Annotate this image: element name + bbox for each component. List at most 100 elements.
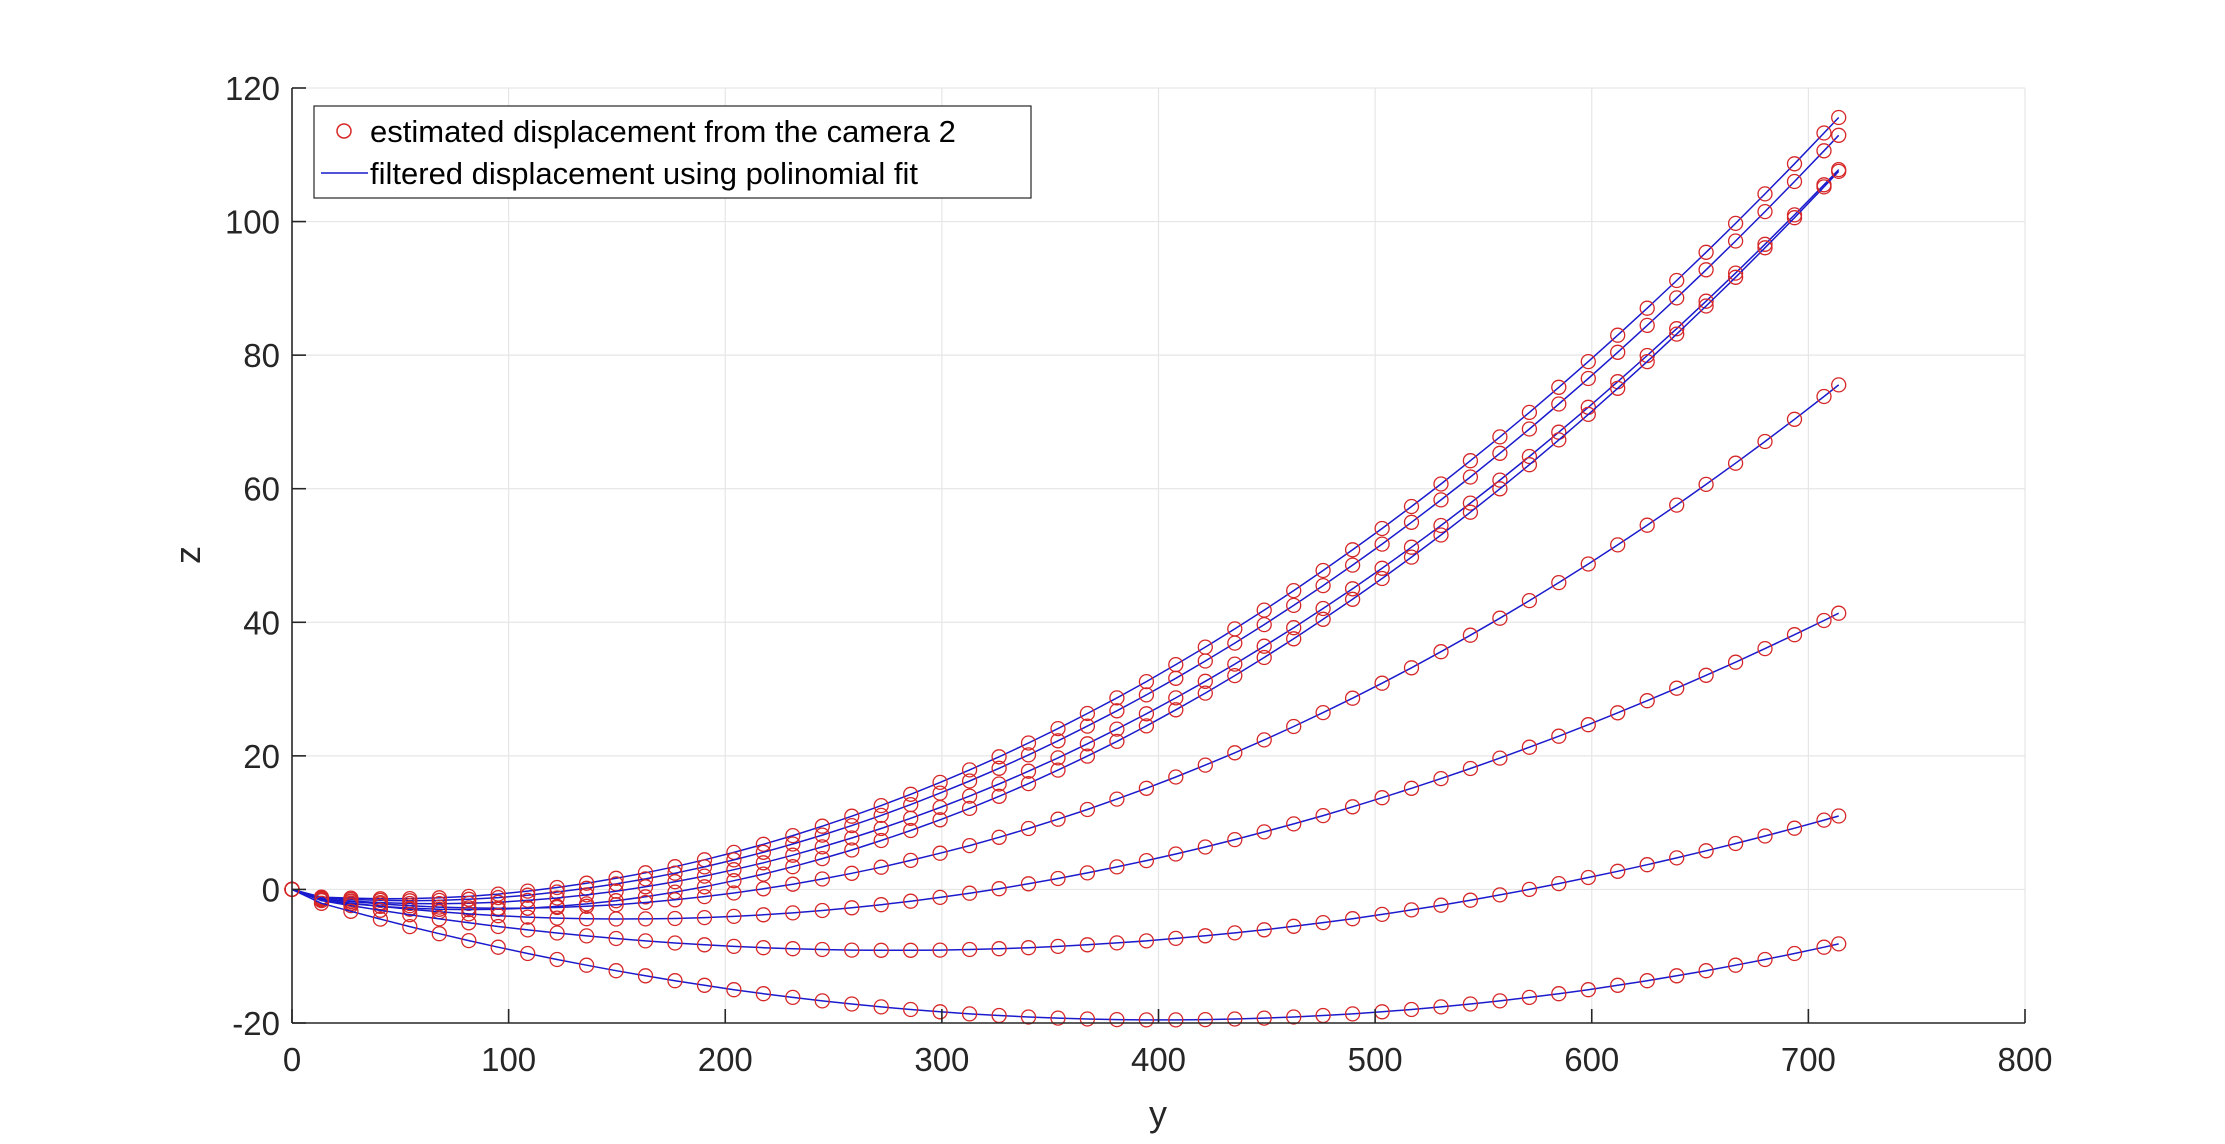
data-point [637,889,654,905]
data-point [1197,653,1213,669]
fit-line [291,815,1839,952]
data-point [1639,353,1655,370]
data-point [520,887,536,903]
data-point [1403,514,1420,530]
data-point [1286,597,1302,614]
data-point [1138,673,1155,690]
data-point [844,830,860,846]
data-point [961,762,978,778]
fit-line [291,888,1839,1021]
data-point [1639,693,1655,709]
data-point [461,900,477,916]
series-layer [284,109,1847,1028]
data-point [431,896,447,912]
data-point [1168,1012,1184,1028]
fit-line [291,384,1840,910]
data-point [1669,968,1685,984]
data-point [814,839,830,855]
data-point [1433,897,1449,913]
data-point [1639,517,1655,533]
data-point [1403,660,1420,676]
data-point [1227,667,1243,684]
data-point [1050,870,1066,887]
data-point [1492,429,1508,445]
data-point [1816,179,1832,195]
data-point [1168,670,1184,686]
data-point [637,968,654,984]
data-point [549,879,565,896]
data-point [785,847,801,863]
data-point [1227,831,1243,848]
data-point [520,909,536,925]
data-point [1197,839,1213,855]
data-point [431,911,447,927]
data-point [1433,517,1449,534]
data-point [932,845,948,861]
data-point [696,937,713,953]
data-point [1050,1010,1066,1026]
data-point [1816,388,1832,405]
data-point [1020,820,1037,837]
data-point [1580,353,1596,370]
series-5 [284,377,1847,916]
data-point [520,883,536,899]
data-point [1580,869,1596,886]
data-point [520,922,536,938]
data-point [1462,627,1479,643]
data-point [549,890,565,906]
data-point [1374,560,1390,576]
data-point [1462,760,1479,777]
data-point [1639,973,1655,989]
data-point [1831,163,1847,180]
series-8 [284,881,1847,1028]
data-point [1197,757,1213,773]
data-point [578,887,595,903]
data-point [785,905,801,921]
data-point [873,942,889,958]
data-point [1551,986,1567,1002]
y-tick-label: 100 [225,204,280,241]
data-point [1492,472,1508,488]
data-point [1462,996,1479,1012]
data-point [696,888,713,905]
data-point [549,910,565,926]
data-point [1079,705,1096,722]
data-point [1639,300,1655,316]
data-point [667,892,683,908]
data-point [932,1004,948,1020]
data-point [1551,574,1567,591]
data-point [1374,570,1390,587]
y-tick-label: 20 [243,738,280,775]
data-point [1079,718,1096,734]
data-point [578,875,595,891]
data-point [873,897,889,913]
data-point [667,973,683,989]
data-point [1580,717,1596,733]
x-tick-label: 500 [1348,1041,1403,1078]
data-point [1138,852,1155,869]
data-point [961,837,978,854]
data-point [1433,527,1449,543]
data-point [1079,801,1096,818]
data-point [1050,811,1066,827]
data-point [608,870,624,886]
data-point [991,749,1007,765]
data-point [844,817,860,834]
data-point [1079,865,1096,881]
data-point [1256,922,1272,938]
data-point [1168,846,1184,862]
data-point [1669,290,1685,306]
x-tick-label: 0 [283,1041,301,1078]
data-point [844,842,860,858]
data-point [1831,127,1847,143]
data-point [1669,326,1685,342]
data-point [1831,808,1847,824]
data-point [1403,539,1420,555]
data-point [1698,667,1714,683]
data-point [844,996,860,1012]
data-point [1197,1011,1213,1028]
data-point [667,935,683,951]
data-point [1079,748,1096,764]
x-tick-label: 600 [1564,1041,1619,1078]
data-point [1757,828,1773,844]
